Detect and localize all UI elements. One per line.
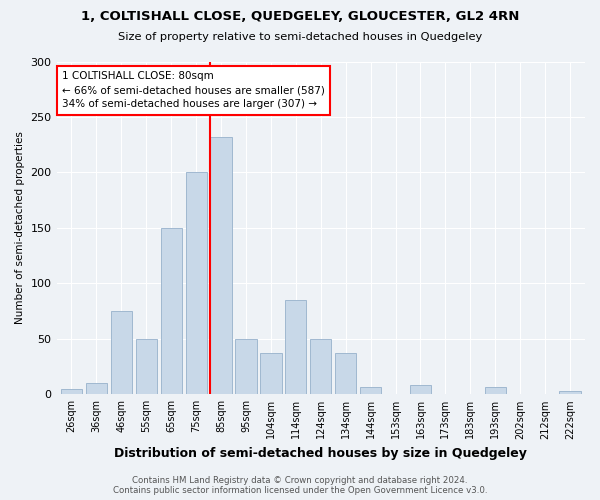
Bar <box>260 354 281 395</box>
Bar <box>485 386 506 394</box>
X-axis label: Distribution of semi-detached houses by size in Quedgeley: Distribution of semi-detached houses by … <box>115 447 527 460</box>
Text: 1 COLTISHALL CLOSE: 80sqm
← 66% of semi-detached houses are smaller (587)
34% of: 1 COLTISHALL CLOSE: 80sqm ← 66% of semi-… <box>62 72 325 110</box>
Bar <box>111 311 132 394</box>
Bar <box>335 354 356 395</box>
Bar <box>185 172 207 394</box>
Bar <box>559 391 581 394</box>
Text: Contains HM Land Registry data © Crown copyright and database right 2024.
Contai: Contains HM Land Registry data © Crown c… <box>113 476 487 495</box>
Bar <box>410 386 431 394</box>
Bar <box>310 339 331 394</box>
Text: 1, COLTISHALL CLOSE, QUEDGELEY, GLOUCESTER, GL2 4RN: 1, COLTISHALL CLOSE, QUEDGELEY, GLOUCEST… <box>81 10 519 23</box>
Bar <box>360 386 381 394</box>
Text: Size of property relative to semi-detached houses in Quedgeley: Size of property relative to semi-detach… <box>118 32 482 42</box>
Bar <box>235 339 257 394</box>
Bar <box>86 383 107 394</box>
Bar <box>161 228 182 394</box>
Y-axis label: Number of semi-detached properties: Number of semi-detached properties <box>15 132 25 324</box>
Bar <box>211 137 232 394</box>
Bar <box>285 300 307 394</box>
Bar <box>61 389 82 394</box>
Bar <box>136 339 157 394</box>
